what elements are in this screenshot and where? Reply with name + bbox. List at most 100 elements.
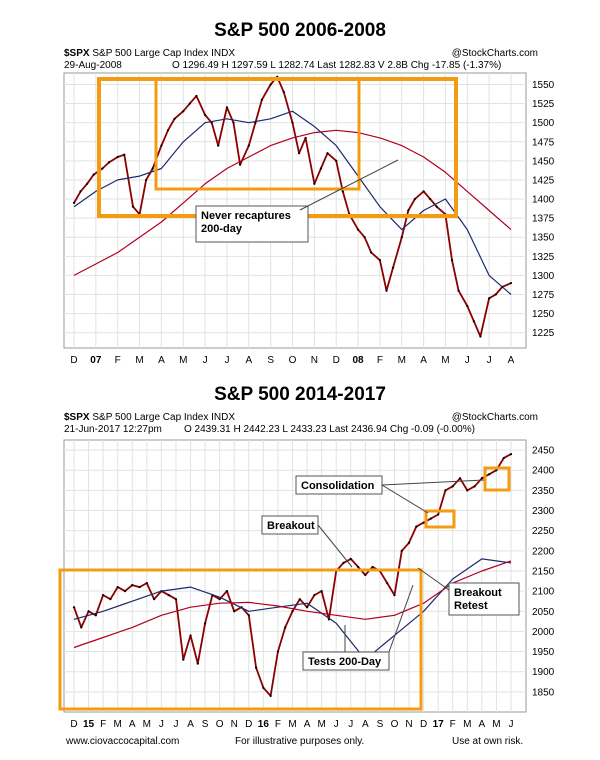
x-tick-label: M [179,355,187,366]
price-point [326,152,329,155]
price-point [413,197,416,201]
y-tick-label: 1400 [532,195,555,206]
y-tick-label: 1500 [532,118,555,129]
annotation-pointer [417,567,450,591]
price-point [444,489,447,492]
chart2-symbol-line: $SPX S&P 500 Large Cap Index INDX [64,412,235,423]
x-tick-label: O [289,355,297,366]
price-point [457,289,460,292]
price-point [138,585,141,589]
price-point [217,144,220,147]
annotation-text: 200-day [201,223,243,235]
x-tick-label: N [405,719,412,730]
price-point [378,259,381,262]
x-tick-label: A [187,719,194,730]
y-tick-label: 2200 [532,546,555,557]
price-point [262,686,265,689]
price-point [80,626,83,629]
x-tick-label: M [492,719,500,730]
price-point [407,541,411,544]
x-tick-label: J [203,355,208,366]
y-tick-label: 2250 [532,526,555,537]
price-point [107,161,111,164]
price-point [92,173,95,176]
y-tick-label: 2300 [532,506,555,517]
y-tick-label: 2000 [532,627,555,638]
price-point [509,281,513,285]
price-point [145,178,148,182]
price-point [188,102,191,105]
x-tick-label: A [304,719,311,730]
highlight-box [58,568,423,711]
y-tick-label: 1300 [532,271,555,282]
price-point [123,590,127,593]
price-point [72,606,76,609]
price-point [297,152,301,155]
price-point [109,598,112,601]
y-tick-label: 1275 [532,290,555,301]
x-tick-label: F [115,355,121,366]
price-point [218,598,221,601]
price-point [151,167,154,170]
x-tick-label: J [224,355,229,366]
price-point [364,573,367,577]
price-point [116,585,119,589]
annotation-box [448,582,520,616]
x-tick-label: O [391,719,399,730]
footer-center: For illustrative purposes only. [235,736,365,747]
x-tick-label: N [231,719,238,730]
price-point [422,521,425,524]
price-point [166,129,170,132]
x-tick-label: M [114,719,122,730]
x-tick-label: A [362,719,369,730]
price-point [116,155,119,159]
chart1-symbol-line: $SPX S&P 500 Large Cap Index INDX [64,48,235,59]
price-point [451,485,454,488]
price-point [196,662,199,665]
price-point [509,453,513,456]
annotation-box [195,205,309,243]
x-tick-label: J [465,355,470,366]
x-tick-label: M [441,355,449,366]
price-point [153,598,156,601]
price-point [371,565,374,569]
price-point [488,297,491,300]
y-tick-label: 1250 [532,309,555,320]
price-point [495,469,498,472]
price-point [304,136,307,140]
price-point [131,583,134,587]
x-tick-label: O [216,719,224,730]
annotation-text: Consolidation [301,480,375,492]
price-point [313,182,316,185]
price-point [341,190,344,193]
price-point [269,83,272,86]
chart1-source: @StockCharts.com [451,48,538,59]
chart1-symbol: $SPX [64,48,90,59]
y-tick-label: 1900 [532,667,555,678]
price-point [260,98,264,101]
x-tick-label: J [509,719,514,730]
x-tick-label: 17 [433,719,445,730]
price-point [225,590,229,593]
series-line-ma-50- [73,110,512,295]
footer-right: Use at own risk. [452,736,524,747]
x-tick-label: N [311,355,318,366]
annotation-text: Breakout [454,587,502,599]
x-tick-label: D [245,719,252,730]
annotation-pointer [381,484,429,514]
price-point [87,610,90,613]
x-tick-label: F [450,719,456,730]
annotation-box [302,651,390,671]
x-tick-label: F [100,719,106,730]
x-tick-label: F [275,719,281,730]
price-point [400,236,403,239]
chart2-exchange: INDX [211,412,236,423]
x-tick-label: J [487,355,492,366]
price-point [284,626,287,629]
price-point [86,182,89,185]
price-point [473,485,476,488]
annotation-pointer [317,524,353,568]
footer-left: www.ciovaccocapital.com [66,736,180,747]
y-tick-label: 1450 [532,156,555,167]
